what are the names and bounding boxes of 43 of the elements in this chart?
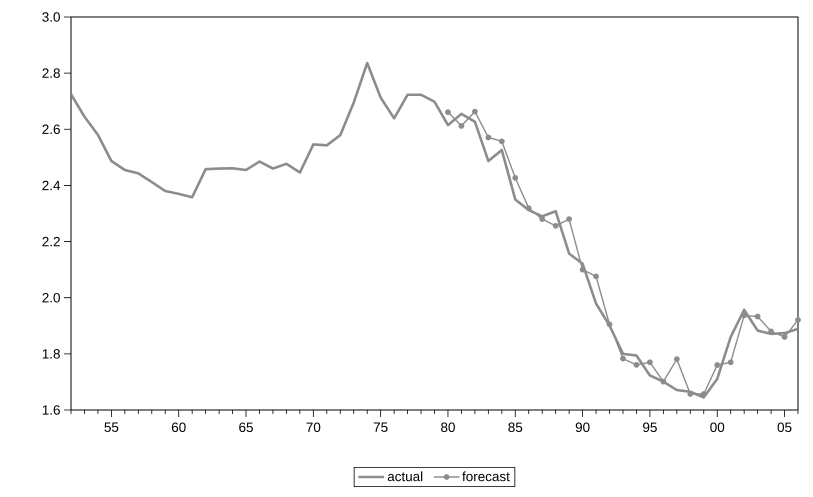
x-tick-label: 75 bbox=[374, 422, 388, 432]
point bbox=[674, 356, 680, 362]
x-tick-label: 60 bbox=[172, 422, 186, 432]
x-tick-label: 65 bbox=[239, 422, 253, 432]
line-series bbox=[71, 62, 798, 399]
point bbox=[606, 321, 612, 328]
x-tick-label: 80 bbox=[441, 422, 455, 432]
point bbox=[566, 216, 572, 222]
x-tick-label: 95 bbox=[643, 422, 657, 432]
point bbox=[552, 222, 559, 229]
x-tick-label: 90 bbox=[576, 422, 590, 432]
y-tick-label: 2.8 bbox=[42, 68, 60, 78]
point bbox=[458, 123, 464, 129]
y-tick-label: 2.4 bbox=[42, 180, 60, 190]
x-tick-label: 55 bbox=[104, 422, 118, 432]
point bbox=[593, 273, 599, 280]
point bbox=[526, 205, 532, 212]
point bbox=[512, 174, 518, 181]
point bbox=[620, 356, 626, 362]
y-tick-label: 1.8 bbox=[42, 349, 60, 359]
point bbox=[498, 138, 505, 144]
x-tick-label: 05 bbox=[778, 422, 792, 432]
point bbox=[445, 109, 451, 116]
point bbox=[485, 134, 492, 140]
y-tick-label: 2.2 bbox=[42, 236, 60, 246]
y-tick-label: 1.6 bbox=[42, 405, 60, 415]
point bbox=[634, 362, 640, 368]
point bbox=[795, 316, 801, 323]
y-tick-label: 3.0 bbox=[42, 12, 60, 22]
point bbox=[472, 108, 478, 114]
x-tick-label: 70 bbox=[306, 422, 320, 432]
point bbox=[754, 314, 761, 320]
x-tick-label: 00 bbox=[710, 422, 724, 432]
point bbox=[714, 362, 720, 368]
point bbox=[647, 359, 653, 366]
y-tick-label: 2.6 bbox=[42, 124, 60, 134]
y-tick-label: 2.0 bbox=[42, 292, 60, 302]
point bbox=[782, 334, 788, 340]
point bbox=[728, 359, 734, 366]
legend-label: forecast bbox=[462, 471, 510, 482]
point bbox=[660, 378, 666, 385]
legend-label: actual bbox=[388, 471, 422, 482]
x-tick-label: 85 bbox=[508, 422, 522, 432]
